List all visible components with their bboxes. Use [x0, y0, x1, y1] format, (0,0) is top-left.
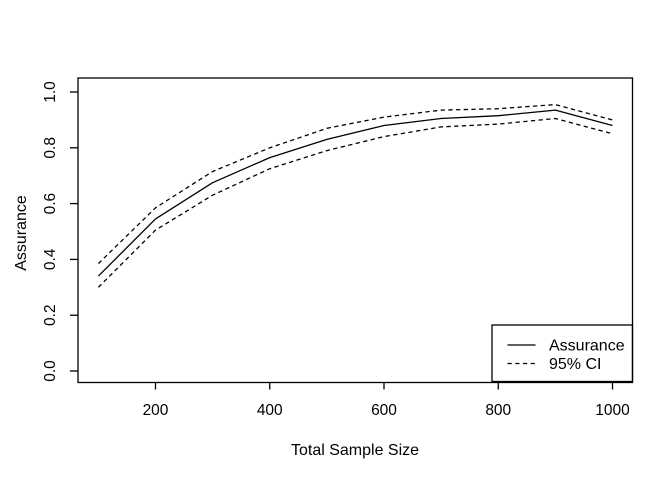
y-tick-label: 0.2 [42, 304, 59, 326]
y-tick-label: 0.6 [42, 193, 59, 215]
legend-label-95ci: 95% CI [549, 356, 601, 373]
x-tick-label: 400 [257, 402, 283, 419]
y-tick-label: 0.0 [42, 360, 59, 382]
x-tick-label: 600 [371, 402, 397, 419]
x-tick-label: 800 [485, 402, 511, 419]
x-tick-label: 1000 [595, 402, 630, 419]
y-axis-title: Assurance [13, 195, 30, 271]
series-lines [97, 103, 613, 288]
legend: Assurance 95% CI [491, 324, 634, 383]
series-line-95-ci-lower [97, 117, 613, 288]
y-tick-label: 0.4 [42, 248, 59, 270]
series-line-95-ci-upper [97, 103, 613, 265]
y-tick-label: 0.8 [42, 137, 59, 159]
legend-box [491, 324, 634, 383]
legend-label-assurance: Assurance [549, 338, 625, 355]
plot-border [77, 77, 634, 384]
y-tick-label: 1.0 [42, 81, 59, 103]
y-axis: 0.0 0.2 0.4 0.6 0.8 1.0 [42, 81, 78, 382]
x-axis: 200 400 600 800 1000 [143, 382, 630, 419]
series-line-assurance [97, 109, 613, 277]
x-axis-title: Total Sample Size [291, 442, 419, 459]
x-tick-label: 200 [143, 402, 169, 419]
